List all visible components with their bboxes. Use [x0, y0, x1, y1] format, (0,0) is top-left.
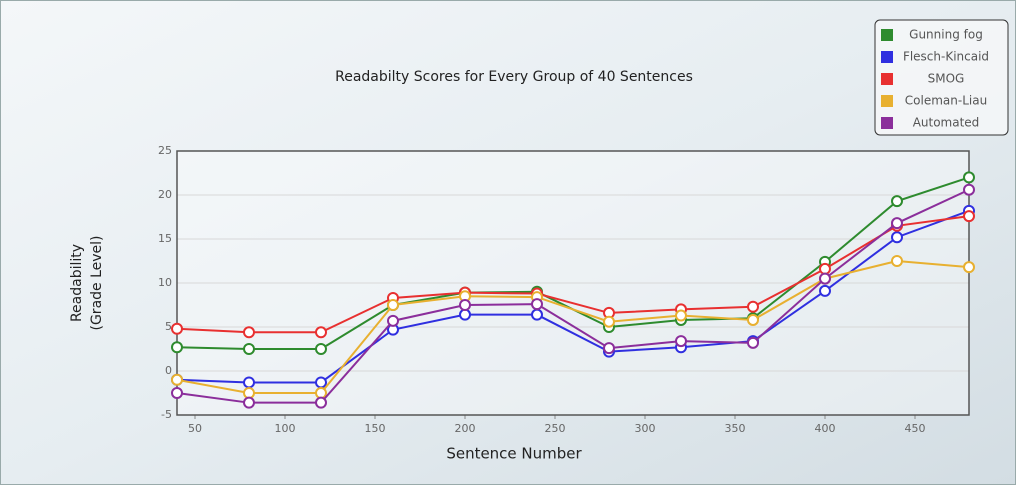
data-point: [243, 326, 255, 339]
legend-swatch[interactable]: [881, 29, 893, 41]
data-point: [891, 217, 903, 230]
data-point: [747, 300, 759, 313]
data-point: [891, 231, 903, 244]
y-axis-title-line: Readability: [69, 244, 85, 322]
data-point: [963, 183, 975, 196]
data-point: [459, 299, 471, 311]
data-point: [171, 322, 183, 335]
x-axis-title: Sentence Number: [446, 445, 582, 463]
data-point: [603, 315, 615, 328]
data-point: [459, 308, 471, 321]
legend-swatch[interactable]: [881, 117, 893, 129]
legend-label[interactable]: Automated: [913, 116, 980, 130]
x-tick-label: 350: [725, 422, 746, 435]
series-line: [176, 215, 970, 334]
legend-swatch[interactable]: [881, 51, 893, 63]
y-tick-label: 0: [165, 364, 172, 377]
data-point: [315, 343, 327, 355]
x-tick-label: 150: [365, 422, 386, 435]
x-tick-label: 300: [635, 422, 656, 435]
y-axis-title: Readability (Grade Level): [69, 235, 105, 330]
legend-box: [874, 19, 1009, 136]
y-tick-label: 25: [158, 144, 172, 157]
data-point: [531, 308, 543, 321]
y-tick-label: -5: [161, 408, 172, 421]
x-tick-label: 450: [905, 422, 926, 435]
y-tick-label: 5: [165, 320, 172, 333]
data-point: [531, 298, 543, 311]
data-point: [819, 272, 831, 285]
data-point: [243, 376, 255, 389]
x-tick-label: 250: [545, 422, 566, 435]
series-line: [176, 259, 970, 394]
data-point: [819, 284, 831, 297]
legend-label[interactable]: SMOG: [928, 72, 965, 86]
x-tick-label: 400: [815, 422, 836, 435]
data-point: [315, 376, 327, 389]
data-point: [243, 343, 255, 355]
data-point: [315, 387, 327, 399]
legend-label[interactable]: Coleman-Liau: [905, 94, 987, 108]
data-point: [315, 396, 327, 409]
x-tick-label: 50: [188, 422, 202, 435]
data-point: [675, 309, 687, 322]
y-tick-label: 20: [158, 188, 172, 201]
legend-swatch[interactable]: [881, 95, 893, 107]
data-point: [603, 342, 615, 355]
y-tick-label: 15: [158, 232, 172, 245]
data-point: [387, 314, 399, 327]
legend-label[interactable]: Gunning fog: [909, 28, 983, 42]
data-point: [171, 341, 183, 354]
data-point: [171, 373, 183, 386]
legend-label[interactable]: Flesch-Kincaid: [903, 50, 989, 64]
legend-swatch[interactable]: [881, 73, 893, 85]
x-tick-label: 200: [455, 422, 476, 435]
data-point: [891, 195, 903, 208]
y-tick-label: 10: [158, 276, 172, 289]
y-axis-title-line: (Grade Level): [89, 235, 105, 330]
x-tick-label: 100: [275, 422, 296, 435]
data-point: [675, 335, 687, 348]
plot-border: [176, 150, 970, 416]
data-point: [243, 387, 255, 399]
data-point: [243, 396, 255, 409]
data-point: [315, 326, 327, 339]
data-point: [963, 171, 975, 184]
data-point: [171, 387, 183, 399]
data-point: [963, 210, 975, 223]
chart-title: Readabilty Scores for Every Group of 40 …: [335, 69, 693, 85]
data-point: [819, 262, 831, 275]
data-point: [747, 336, 759, 349]
series-line: [176, 209, 970, 384]
series-line: [176, 188, 970, 404]
data-point: [387, 299, 399, 311]
data-point: [891, 255, 903, 267]
data-point: [747, 313, 759, 326]
data-point: [963, 261, 975, 274]
